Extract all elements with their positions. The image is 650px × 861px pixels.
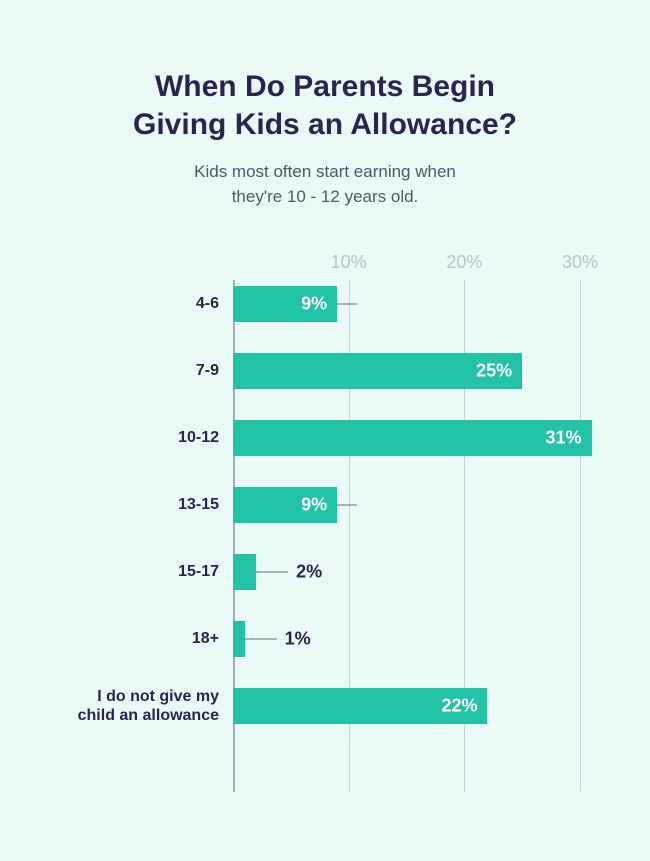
bar-row: 13-15 9% <box>70 487 580 523</box>
bar-track: 25% <box>233 353 580 389</box>
bar-row: 10-12 31% <box>70 420 580 456</box>
bar-track: 9% <box>233 286 580 322</box>
subtitle-line-1: Kids most often start earning when <box>194 162 456 181</box>
bar <box>233 420 592 456</box>
category-label: 18+ <box>70 629 233 648</box>
bar-value: 25% <box>476 361 512 382</box>
bar-value: 1% <box>285 629 311 650</box>
title-line-1: When Do Parents Begin <box>155 70 495 103</box>
bar <box>233 621 245 657</box>
infographic-canvas: When Do Parents Begin Giving Kids an All… <box>0 0 650 861</box>
bar-track: 2% <box>233 554 580 590</box>
title-line-2: Giving Kids an Allowance? <box>133 108 517 141</box>
category-label: 15-17 <box>70 562 233 581</box>
bar-track: 31% <box>233 420 580 456</box>
x-tick-label: 30% <box>562 252 598 273</box>
category-label: I do not give mychild an allowance <box>70 687 233 725</box>
gridline <box>580 280 581 792</box>
category-label: 10-12 <box>70 428 233 447</box>
bar-whisker <box>337 304 357 305</box>
bar-row: 4-6 9% <box>70 286 580 322</box>
x-tick-label: 20% <box>446 252 482 273</box>
bar-row: I do not give mychild an allowance 22% <box>70 688 580 724</box>
bar-whisker <box>256 572 288 573</box>
category-label: 13-15 <box>70 495 233 514</box>
subtitle-line-2: they're 10 - 12 years old. <box>232 187 419 206</box>
bar-value: 9% <box>301 495 327 516</box>
bar-track: 22% <box>233 688 580 724</box>
chart-title: When Do Parents Begin Giving Kids an All… <box>0 68 650 143</box>
bar-row: 18+ 1% <box>70 621 580 657</box>
bar-value: 2% <box>296 562 322 583</box>
chart-area: 10%20%30%4-69%7-925%10-1231%13-159%15-17… <box>70 252 580 792</box>
chart-subtitle: Kids most often start earning when they'… <box>0 160 650 209</box>
category-label: 4-6 <box>70 294 233 313</box>
x-tick-label: 10% <box>331 252 367 273</box>
bar-value: 9% <box>301 294 327 315</box>
bar-whisker <box>245 639 277 640</box>
bar-row: 7-9 25% <box>70 353 580 389</box>
category-label: 7-9 <box>70 361 233 380</box>
bar-value: 31% <box>546 428 582 449</box>
bar <box>233 554 256 590</box>
bar-value: 22% <box>441 696 477 717</box>
bar-whisker <box>337 505 357 506</box>
bar-track: 9% <box>233 487 580 523</box>
bar-row: 15-17 2% <box>70 554 580 590</box>
bar-track: 1% <box>233 621 580 657</box>
